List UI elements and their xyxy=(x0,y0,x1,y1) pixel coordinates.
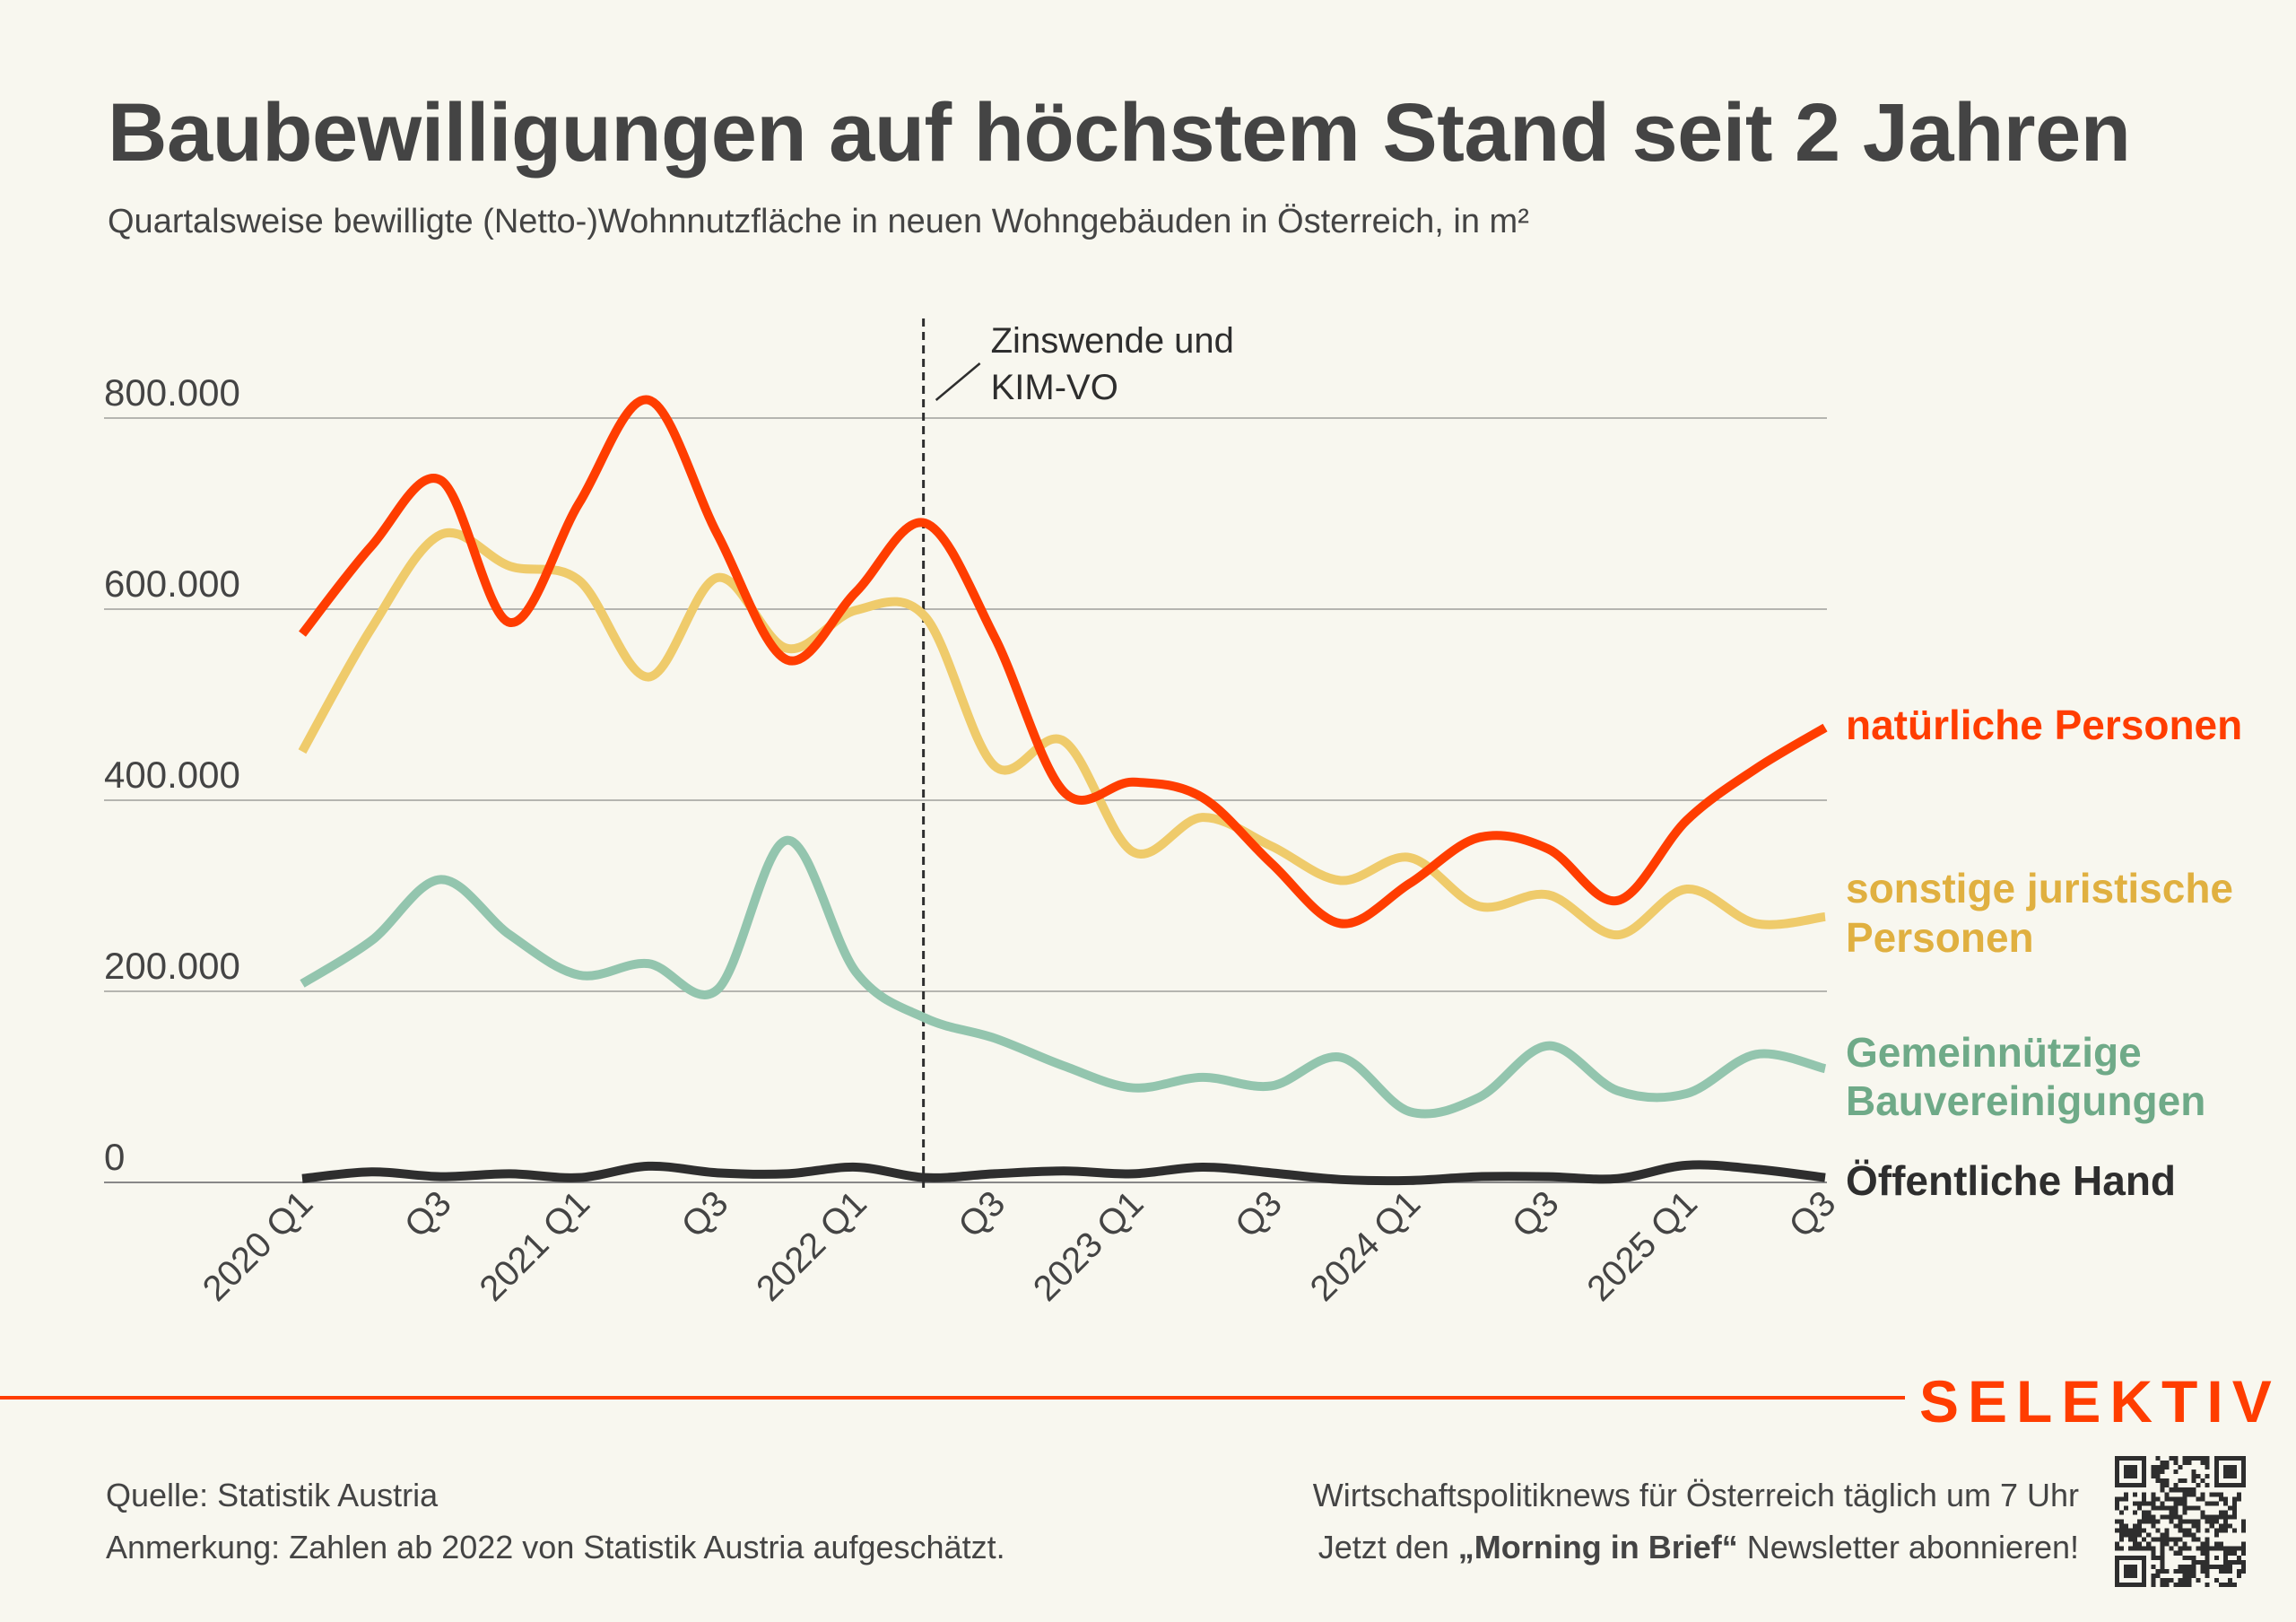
legend-label: Öffentliche Hand xyxy=(1846,1157,2176,1204)
brand-logo[interactable]: SELEKTIV xyxy=(1919,1368,2281,1435)
y-tick-label: 800.000 xyxy=(104,371,240,414)
legend-label: Bauvereinigungen xyxy=(1846,1077,2205,1124)
x-tick-label: Q3 xyxy=(1782,1183,1844,1245)
promo-line-2[interactable]: Jetzt den „Morning in Brief“ Newsletter … xyxy=(1318,1529,2079,1566)
grid-lines xyxy=(104,417,1827,1183)
x-tick-label: 2025 Q1 xyxy=(1579,1183,1705,1309)
x-axis-labels: 2020 Q1 Q3 2021 Q1 Q3 2022 Q1 Q3 2023 Q1 Q3 2024… xyxy=(196,1183,1844,1309)
chart-subtitle: Quartalsweise bewilligte (Netto-)Wohnnut… xyxy=(108,203,1529,240)
annotation-group: Zinswende und KIM-VO xyxy=(922,318,1234,1190)
series-line-gemeinnützige-bauvereinigungen xyxy=(300,835,1827,1119)
series-line-sonstige-juristische-personen xyxy=(298,528,1826,940)
legend-label: Personen xyxy=(1846,914,2034,961)
legend-labels: natürliche Personen sonstige juristischeP… xyxy=(1846,702,2242,1204)
y-tick-label: 400.000 xyxy=(104,754,240,796)
series-line-öffentliche-hand xyxy=(301,1160,1826,1186)
legend-label: sonstige juristische xyxy=(1846,865,2233,911)
footer-rule xyxy=(0,1396,1905,1400)
y-tick-label: 0 xyxy=(104,1136,125,1178)
x-tick-label: Q3 xyxy=(674,1183,736,1245)
x-tick-label: Q3 xyxy=(1228,1183,1290,1245)
x-tick-label: Q3 xyxy=(397,1183,459,1245)
y-axis-labels: 0 200.000 400.000 600.000 800.000 xyxy=(104,371,240,1178)
annotation-text: Zinswende und xyxy=(991,321,1234,361)
footnote: Anmerkung: Zahlen ab 2022 von Statistik … xyxy=(106,1529,1005,1565)
x-tick-label: 2020 Q1 xyxy=(196,1183,321,1309)
annotation-text: KIM-VO xyxy=(991,368,1118,407)
chart-title: Baubewilligungen auf höchstem Stand seit… xyxy=(108,87,2131,179)
x-tick-label: Q3 xyxy=(1505,1183,1567,1245)
legend-label: Gemeinnützige xyxy=(1846,1029,2142,1076)
y-tick-label: 600.000 xyxy=(104,562,240,605)
promo-suffix: Newsletter abonnieren! xyxy=(1737,1529,2079,1565)
series-line-natürliche-personen xyxy=(299,395,1828,929)
x-tick-label: 2024 Q1 xyxy=(1303,1183,1429,1309)
x-tick-label: 2023 Q1 xyxy=(1026,1183,1152,1309)
y-tick-label: 200.000 xyxy=(104,945,240,987)
qr-code-icon[interactable] xyxy=(2115,1456,2246,1587)
x-tick-label: Q3 xyxy=(951,1183,1013,1245)
promo-prefix: Jetzt den xyxy=(1318,1529,1458,1565)
newsletter-name[interactable]: „Morning in Brief“ xyxy=(1457,1529,1738,1565)
annotation-leader-line xyxy=(935,362,981,401)
x-tick-label: 2021 Q1 xyxy=(472,1183,597,1309)
series-lines xyxy=(298,395,1828,1186)
source-note: Quelle: Statistik Austria xyxy=(106,1477,439,1513)
legend-label: natürliche Personen xyxy=(1846,702,2242,748)
x-tick-label: 2022 Q1 xyxy=(749,1183,874,1309)
promo-line-1: Wirtschaftspolitiknews für Österreich tä… xyxy=(1312,1477,2079,1513)
